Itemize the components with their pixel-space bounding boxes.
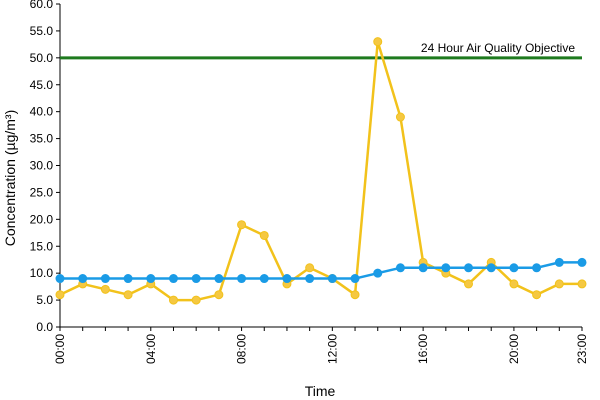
x-tick-labels: 00:00 04:00 08:00 12:00 16:00 20:00 23:00 (53, 334, 589, 364)
series-1-point (509, 279, 519, 289)
series-2-point (123, 274, 133, 284)
series-2-point (168, 274, 178, 284)
series-2-point (350, 274, 360, 284)
y-tick-labels: 0.0 5.0 10.0 15.0 20.0 25.0 30.0 35.0 40.0 45.0 50… (30, 0, 54, 334)
series-2-point (486, 263, 496, 273)
series-2-line (60, 261, 582, 280)
x-tick-label: 00:00 (53, 334, 67, 364)
series-1-point (214, 290, 224, 300)
series-2-point (395, 263, 405, 273)
series-2-point (282, 274, 292, 284)
series-2-point (441, 263, 451, 273)
series-1-point (577, 279, 587, 289)
series-1-point (554, 279, 564, 289)
x-tick-label: 08:00 (235, 334, 249, 364)
series-2-point (577, 257, 587, 267)
series-2-point (373, 268, 383, 278)
series-2-point (78, 274, 88, 284)
series-2-point (554, 257, 564, 267)
y-tick-label: 15.0 (30, 239, 54, 253)
series-2-point (214, 274, 224, 284)
series-2-point (418, 263, 428, 273)
series-1-point (191, 295, 201, 305)
series-2-point (146, 274, 156, 284)
series-1-point (237, 220, 247, 230)
series-1-point (395, 112, 405, 122)
series-group (55, 37, 587, 305)
series-2-point (55, 274, 65, 284)
series-1-point (123, 290, 133, 300)
series-1-point (532, 290, 542, 300)
objective-line-group: 24 Hour Air Quality Objective (60, 41, 582, 60)
x-tick-label: 16:00 (416, 334, 430, 364)
y-tick-label: 0.0 (36, 320, 53, 334)
y-tick-label: 30.0 (30, 159, 54, 173)
y-tick-label: 60.0 (30, 0, 54, 11)
series-2-point (305, 274, 315, 284)
y-tick-label: 10.0 (30, 266, 54, 280)
series-1-point (305, 263, 315, 273)
series-2-point (100, 274, 110, 284)
x-axis-title: Time (305, 383, 336, 399)
axes (56, 3, 583, 331)
series-2-point (464, 263, 474, 273)
y-tick-label: 45.0 (30, 78, 54, 92)
y-tick-label: 40.0 (30, 105, 54, 119)
series-2-point (532, 263, 542, 273)
series-1-point (464, 279, 474, 289)
series-1-point (259, 230, 269, 240)
y-tick-label: 55.0 (30, 24, 54, 38)
series-1-point (55, 290, 65, 300)
x-tick-label: 12:00 (325, 334, 339, 364)
y-tick-label: 35.0 (30, 132, 54, 146)
series-2-point (327, 274, 337, 284)
y-tick-label: 25.0 (30, 185, 54, 199)
series-1-point (100, 284, 110, 294)
series-2-point (509, 263, 519, 273)
objective-label: 24 Hour Air Quality Objective (421, 41, 575, 55)
y-axis-title: Concentration (µg/m³) (2, 110, 18, 246)
series-1-point (350, 290, 360, 300)
x-tick-label: 04:00 (144, 334, 158, 364)
series-1-line (59, 40, 582, 302)
series-2-point (259, 274, 269, 284)
series-1-point (168, 295, 178, 305)
series-1-point (373, 37, 383, 47)
x-tick-label: 20:00 (507, 334, 521, 364)
y-tick-label: 20.0 (30, 212, 54, 226)
series-2-point (191, 274, 201, 284)
y-tick-label: 50.0 (30, 51, 54, 65)
x-tick-label: 23:00 (575, 334, 589, 364)
y-tick-label: 5.0 (36, 293, 53, 307)
series-2-point (237, 274, 247, 284)
